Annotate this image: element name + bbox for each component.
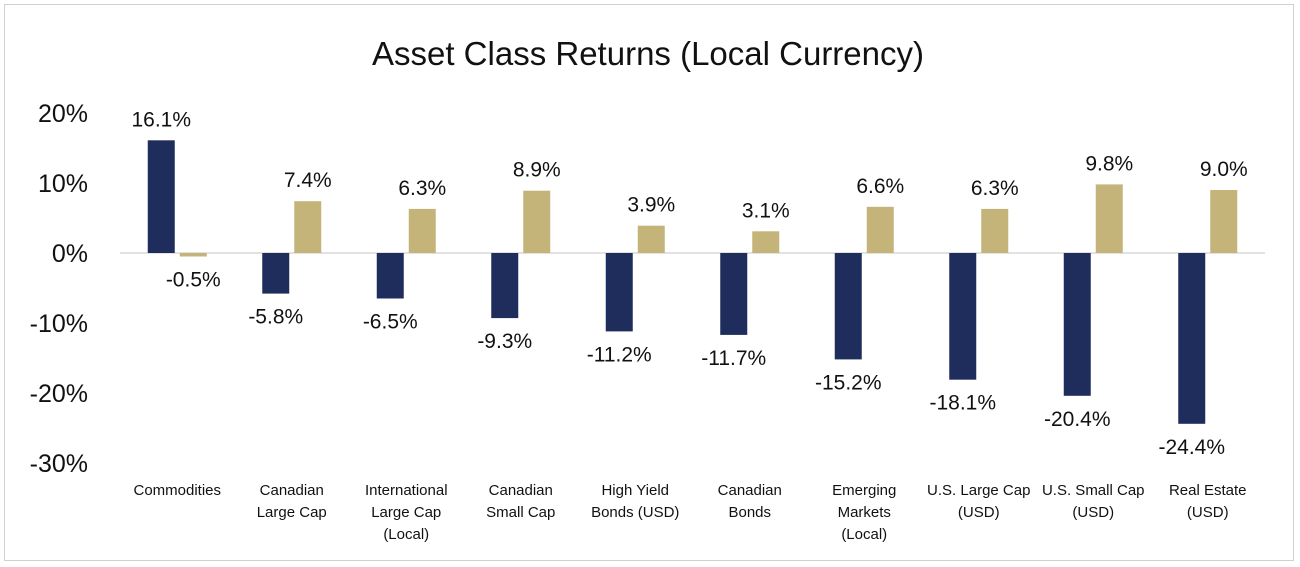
x-category-label: Real Estate (USD)	[1169, 482, 1247, 521]
x-category-label: Commodities	[133, 482, 221, 499]
data-label: 3.1%	[742, 199, 790, 222]
bar-series-1	[834, 253, 862, 360]
bar-series-1	[720, 253, 748, 335]
bar-series-1	[949, 253, 977, 380]
bar-series-2	[179, 253, 207, 257]
x-category-label: Canadian Small Cap	[486, 482, 555, 521]
data-label: 9.0%	[1200, 158, 1248, 181]
y-tick-label: 20%	[38, 100, 88, 128]
data-label: 16.1%	[131, 108, 191, 131]
y-tick-label: -10%	[30, 310, 88, 338]
bar-series-2	[294, 201, 322, 253]
data-label: -5.8%	[248, 306, 303, 329]
data-label: -0.5%	[166, 269, 221, 292]
data-label: 6.6%	[856, 175, 904, 198]
data-label: -11.7%	[701, 347, 766, 370]
x-category-label: Canadian Bonds	[718, 482, 782, 521]
data-label: 6.3%	[398, 177, 446, 200]
y-tick-label: 10%	[38, 170, 88, 198]
bar-series-2	[866, 206, 894, 253]
data-label: -6.5%	[363, 311, 418, 334]
bar-series-1	[1063, 253, 1091, 396]
y-tick-label: 0%	[52, 240, 88, 268]
x-category-label: U.S. Large Cap (USD)	[927, 482, 1030, 521]
bar-series-2	[1210, 190, 1238, 253]
data-label: -18.1%	[929, 392, 996, 415]
bar-series-1	[376, 253, 404, 299]
data-label: -15.2%	[815, 371, 882, 394]
chart-title: Asset Class Returns (Local Currency)	[372, 35, 924, 72]
bar-series-2	[1095, 184, 1123, 253]
data-labels: 16.1% -0.5% -5.8% 7.4% -6.5% 6.3% -9.3% 8.9% -11…	[131, 108, 1248, 459]
bar-series-2	[637, 225, 665, 253]
data-label: 7.4%	[284, 169, 332, 192]
x-category-label: International Large Cap (Local)	[365, 482, 448, 543]
x-axis-labels: Commodities Canadian Large Cap Internationa…	[133, 482, 1246, 543]
x-category-label: Emerging Markets (Local)	[832, 482, 896, 543]
data-label: 3.9%	[627, 194, 675, 217]
bar-series-2	[523, 190, 551, 253]
data-label: 8.9%	[513, 159, 561, 182]
data-label: -24.4%	[1158, 436, 1225, 459]
data-label: -9.3%	[477, 330, 532, 353]
data-label: 9.8%	[1085, 152, 1133, 175]
y-tick-label: -20%	[30, 380, 88, 408]
bar-series-1	[605, 253, 633, 332]
data-label: -11.2%	[587, 343, 652, 366]
bar-series-1	[491, 253, 519, 319]
x-category-label: Canadian Large Cap	[257, 482, 327, 521]
bar-series-1	[1178, 253, 1206, 424]
bar-series-2	[752, 231, 780, 253]
data-label: 6.3%	[971, 177, 1019, 200]
x-category-label: High Yield Bonds (USD)	[591, 482, 679, 521]
data-label: -20.4%	[1044, 408, 1111, 431]
y-tick-label: -30%	[30, 450, 88, 478]
x-category-label: U.S. Small Cap (USD)	[1042, 482, 1145, 521]
bar-series-2	[408, 208, 436, 253]
y-axis: 20% 10% 0% -10% -20% -30%	[30, 100, 88, 478]
bar-series-2	[981, 208, 1009, 253]
bar-series-1	[262, 253, 290, 294]
bars	[147, 140, 1238, 424]
bar-series-1	[147, 140, 175, 253]
